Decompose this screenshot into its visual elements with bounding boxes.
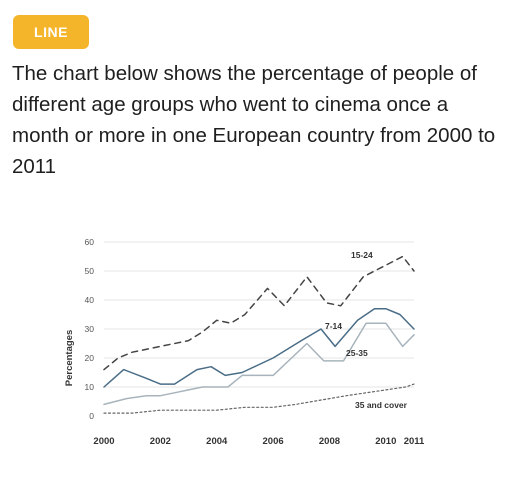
y-tick-label: 40 — [85, 295, 95, 305]
y-tick-label: 0 — [89, 411, 94, 421]
series-label: 35 and cover — [355, 400, 408, 410]
series-line-7-14 — [103, 307, 415, 388]
x-axis-ticks: 2000 2002 2004 2006 2008 2010 2011 — [93, 436, 425, 447]
x-tick-label: 2000 — [93, 436, 114, 447]
chart-description: The chart below shows the percentage of … — [12, 62, 496, 178]
y-axis-label: Percentages — [64, 330, 75, 387]
series-label: 25-35 — [346, 348, 368, 358]
series-labels: 15-24 7-14 25-35 35 and cover — [325, 250, 408, 410]
chart-series — [103, 255, 415, 414]
x-tick-label: 2011 — [404, 436, 425, 447]
x-tick-label: 2010 — [375, 436, 396, 447]
chart-grid — [104, 241, 414, 388]
x-tick-label: 2004 — [206, 436, 228, 447]
x-tick-label: 2008 — [319, 436, 340, 447]
series-label: 15-24 — [351, 250, 373, 260]
series-line-15-24 — [103, 255, 415, 371]
x-tick-label: 2002 — [150, 436, 171, 447]
y-tick-label: 20 — [85, 353, 95, 363]
series-line-35-and-cover — [103, 383, 415, 414]
y-axis-ticks: 0 10 20 30 40 50 60 — [85, 237, 95, 421]
chart-type-badge[interactable]: LINE — [13, 15, 89, 49]
series-line-25-35 — [103, 322, 415, 406]
x-tick-label: 2006 — [263, 436, 284, 447]
y-tick-label: 10 — [85, 382, 95, 392]
y-tick-label: 50 — [85, 266, 95, 276]
series-label: 7-14 — [325, 321, 342, 331]
y-tick-label: 60 — [85, 237, 95, 247]
y-tick-label: 30 — [85, 324, 95, 334]
